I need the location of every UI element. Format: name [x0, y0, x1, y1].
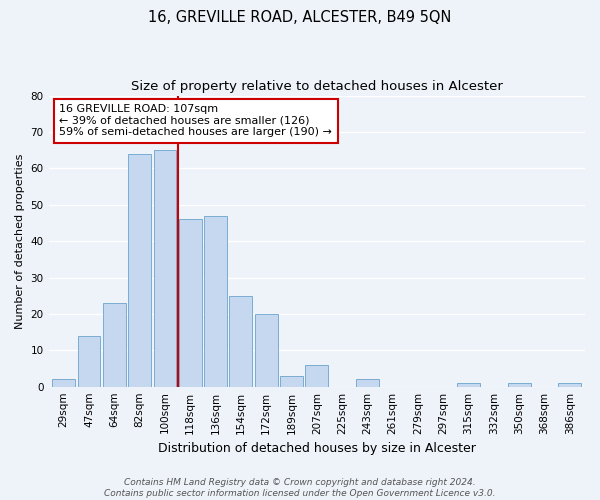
Text: 16 GREVILLE ROAD: 107sqm
← 39% of detached houses are smaller (126)
59% of semi-: 16 GREVILLE ROAD: 107sqm ← 39% of detach…	[59, 104, 332, 138]
Bar	[154, 150, 176, 386]
Bar	[255, 314, 278, 386]
Bar	[280, 376, 303, 386]
Bar	[128, 154, 151, 386]
Title: Size of property relative to detached houses in Alcester: Size of property relative to detached ho…	[131, 80, 503, 93]
Bar	[508, 383, 530, 386]
Bar	[229, 296, 252, 386]
Text: Contains HM Land Registry data © Crown copyright and database right 2024.
Contai: Contains HM Land Registry data © Crown c…	[104, 478, 496, 498]
Bar	[52, 380, 75, 386]
X-axis label: Distribution of detached houses by size in Alcester: Distribution of detached houses by size …	[158, 442, 476, 455]
Bar	[204, 216, 227, 386]
Bar	[77, 336, 100, 386]
Bar	[356, 380, 379, 386]
Text: 16, GREVILLE ROAD, ALCESTER, B49 5QN: 16, GREVILLE ROAD, ALCESTER, B49 5QN	[148, 10, 452, 25]
Bar	[559, 383, 581, 386]
Bar	[103, 303, 126, 386]
Bar	[305, 365, 328, 386]
Bar	[457, 383, 480, 386]
Bar	[179, 220, 202, 386]
Y-axis label: Number of detached properties: Number of detached properties	[15, 154, 25, 329]
